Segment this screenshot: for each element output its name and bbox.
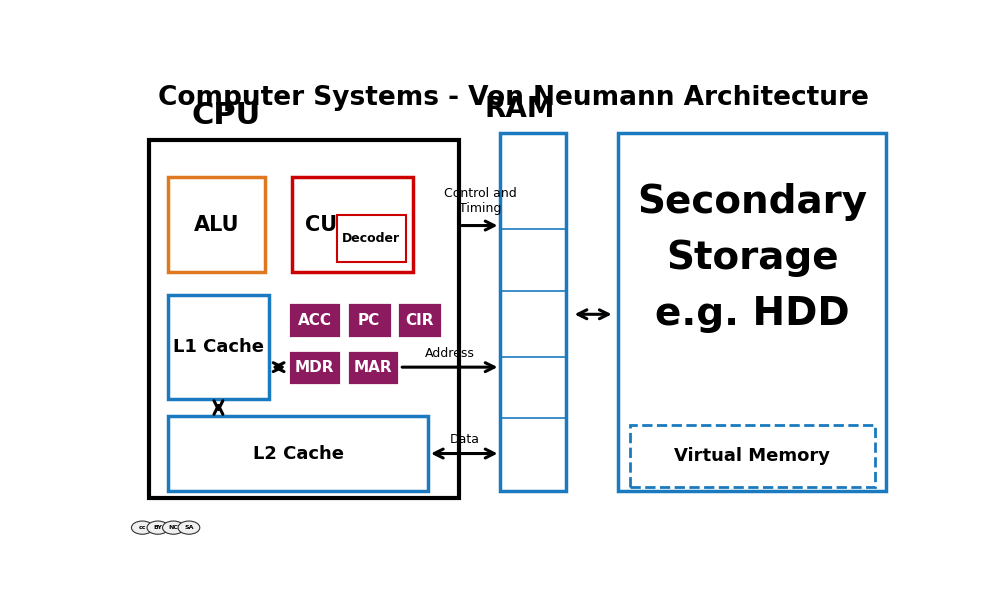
Text: MAR: MAR bbox=[354, 360, 392, 375]
Circle shape bbox=[162, 521, 184, 535]
Circle shape bbox=[178, 521, 199, 535]
FancyBboxPatch shape bbox=[168, 177, 265, 272]
FancyBboxPatch shape bbox=[289, 349, 341, 385]
Text: Virtual Memory: Virtual Memory bbox=[674, 447, 831, 465]
Text: L2 Cache: L2 Cache bbox=[253, 444, 344, 463]
Text: Decoder: Decoder bbox=[343, 232, 401, 245]
FancyBboxPatch shape bbox=[338, 215, 406, 262]
Text: SA: SA bbox=[184, 525, 193, 530]
Text: BY: BY bbox=[153, 525, 162, 530]
Text: RAM: RAM bbox=[485, 95, 555, 123]
Text: cc: cc bbox=[138, 525, 146, 530]
Text: CPU: CPU bbox=[191, 101, 261, 130]
FancyBboxPatch shape bbox=[168, 295, 269, 399]
FancyBboxPatch shape bbox=[168, 416, 428, 491]
Text: L1 Cache: L1 Cache bbox=[173, 338, 264, 356]
Text: PC: PC bbox=[358, 313, 380, 328]
FancyBboxPatch shape bbox=[397, 302, 442, 338]
FancyBboxPatch shape bbox=[347, 349, 400, 385]
Text: ALU: ALU bbox=[193, 215, 239, 235]
FancyBboxPatch shape bbox=[630, 425, 875, 487]
FancyBboxPatch shape bbox=[618, 132, 886, 491]
FancyBboxPatch shape bbox=[500, 132, 566, 491]
Text: ACC: ACC bbox=[298, 313, 332, 328]
Circle shape bbox=[147, 521, 168, 535]
FancyBboxPatch shape bbox=[347, 302, 392, 338]
Circle shape bbox=[131, 521, 153, 535]
Text: NC: NC bbox=[168, 525, 178, 530]
Text: Data: Data bbox=[450, 433, 480, 446]
Text: MDR: MDR bbox=[295, 360, 335, 375]
Text: Address: Address bbox=[425, 347, 475, 360]
FancyBboxPatch shape bbox=[148, 140, 459, 498]
FancyBboxPatch shape bbox=[289, 302, 341, 338]
Text: CU: CU bbox=[305, 215, 337, 235]
Text: CIR: CIR bbox=[406, 313, 434, 328]
Text: Control and
Timing: Control and Timing bbox=[444, 187, 516, 215]
Text: Computer Systems - Von Neumann Architecture: Computer Systems - Von Neumann Architect… bbox=[158, 85, 869, 112]
Text: Secondary
Storage
e.g. HDD: Secondary Storage e.g. HDD bbox=[637, 183, 868, 333]
FancyBboxPatch shape bbox=[293, 177, 413, 272]
